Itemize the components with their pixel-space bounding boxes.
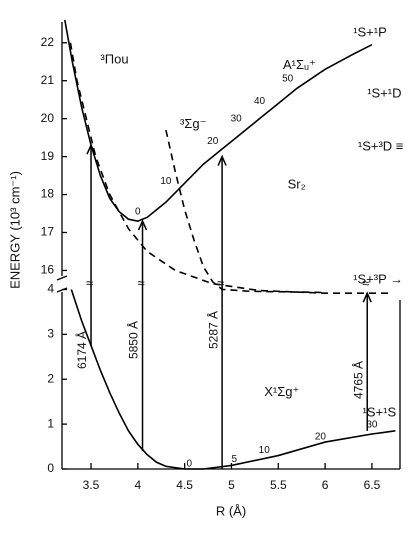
break-mark: ≈: [362, 275, 369, 290]
y-tick-label: 4: [47, 282, 54, 296]
curve: [64, 19, 373, 222]
y-tick-label: 21: [41, 73, 55, 87]
break-mark: ≈: [217, 275, 224, 290]
vibrational-label: 20: [315, 431, 327, 442]
transition-label: 5287 Å: [205, 311, 220, 349]
x-tick-label: 4: [134, 478, 141, 492]
arrow-head: [137, 219, 148, 231]
y-tick-label: 16: [41, 263, 55, 277]
state-label: X¹Σg⁺: [264, 384, 299, 399]
vibrational-label: 0: [135, 206, 141, 217]
vibrational-label: 10: [259, 445, 271, 456]
y-tick-label: 3: [47, 327, 54, 341]
vibrational-label: 10: [160, 176, 172, 187]
transition-label: 5850 Å: [126, 321, 141, 359]
annotation: ¹S+¹P: [353, 25, 387, 40]
annotation: Sr₂: [288, 176, 306, 191]
vibrational-label: 0: [187, 458, 193, 469]
annotation: ¹S+¹D: [367, 85, 401, 100]
y-axis-label: ENERGY (10³ cm⁻¹): [7, 171, 22, 289]
annotation: ¹S+³D ≡: [358, 139, 404, 154]
vibrational-label: 40: [254, 96, 266, 107]
annotation: ¹S+¹S: [363, 404, 397, 419]
y-tick-label: 17: [41, 225, 55, 239]
state-label: A¹Σᵤ⁺: [283, 57, 316, 72]
x-tick-label: 3.5: [83, 478, 100, 492]
vibrational-label: 5: [231, 454, 237, 465]
x-axis-label: R (Å): [216, 503, 246, 518]
arrow-head: [86, 143, 96, 155]
vibrational-label: 50: [282, 73, 294, 84]
curve: [165, 129, 326, 294]
x-tick-label: 5.5: [270, 478, 287, 492]
curve: [69, 42, 391, 295]
vibrational-label: 30: [366, 420, 378, 431]
x-tick-label: 6: [322, 478, 329, 492]
state-label: ³Σg⁻: [180, 116, 206, 131]
arrow-head: [362, 291, 372, 303]
y-tick-label: 22: [41, 35, 55, 49]
transition-label: 6174 Å: [74, 331, 89, 369]
axis-break: [56, 275, 68, 281]
vibrational-label: 20: [207, 136, 219, 147]
y-tick-label: 2: [47, 371, 54, 385]
arrow-head: [217, 154, 227, 166]
vibrational-label: 30: [231, 113, 243, 124]
y-tick-label: 18: [41, 187, 55, 201]
annotation: ¹S+³P →: [353, 271, 403, 286]
y-tick-label: 19: [41, 149, 55, 163]
y-tick-label: 0: [47, 461, 54, 475]
break-mark: ≈: [86, 275, 93, 290]
x-tick-label: 5: [228, 478, 235, 492]
y-tick-label: 20: [41, 111, 55, 125]
break-mark: ≈: [138, 275, 145, 290]
curve: [70, 289, 396, 470]
state-label: ³Πou: [100, 51, 128, 66]
y-tick-label: 1: [47, 416, 54, 430]
transition-label: 4765 Å: [350, 361, 365, 399]
x-tick-label: 6.5: [364, 478, 381, 492]
x-tick-label: 4.5: [176, 478, 193, 492]
